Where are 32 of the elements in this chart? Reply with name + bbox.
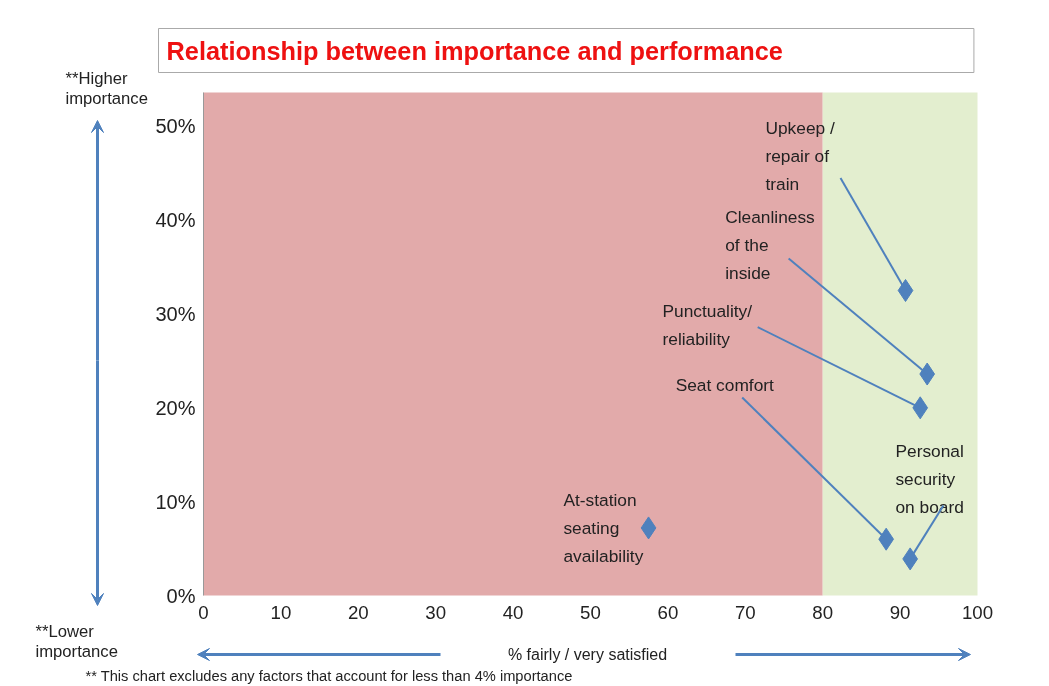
point [919, 362, 936, 386]
annotation: Punctuality/ reliability [662, 300, 753, 349]
x-tick-label: 50 [580, 601, 601, 623]
x-tick-label: 60 [657, 601, 679, 623]
point [897, 279, 914, 303]
text: ** This chart excludes any factors that account for less than 4% importance [85, 667, 573, 684]
annotation: At-station seating availability [563, 490, 644, 567]
x-tick-label: 0 [198, 601, 209, 623]
x-tick-label: 10 [270, 601, 292, 623]
x-tick-label: 100 [961, 601, 994, 623]
x-tick-label: 80 [812, 601, 834, 623]
y-tick-label: 30% [155, 302, 196, 325]
point [640, 516, 657, 540]
y-tick-label: 40% [155, 209, 196, 232]
point [912, 396, 929, 420]
annotation: Personal security on board [895, 440, 964, 517]
x-axis-title: % fairly / very satisfied [507, 646, 668, 663]
annotation: Upkeep / repair of train [765, 117, 835, 194]
text: **Higher importance [65, 68, 148, 109]
x-tick-label: 20 [347, 601, 369, 623]
x-tick-label: 90 [889, 601, 911, 623]
x-tick-label: 30 [425, 601, 447, 623]
y-tick-label: 10% [155, 490, 196, 513]
text: **Lower importance [35, 621, 118, 662]
annotation: Cleanliness of the inside [725, 206, 816, 283]
chart-title: Relationship between importance and performance [166, 36, 783, 65]
y-tick-label: 50% [155, 115, 196, 138]
y-tick-label: 0% [166, 584, 196, 607]
y-tick-label: 20% [155, 396, 196, 419]
x-tick-label: 40 [502, 601, 524, 623]
annotation: Seat comfort [675, 374, 775, 395]
x-tick-label: 70 [734, 601, 756, 623]
